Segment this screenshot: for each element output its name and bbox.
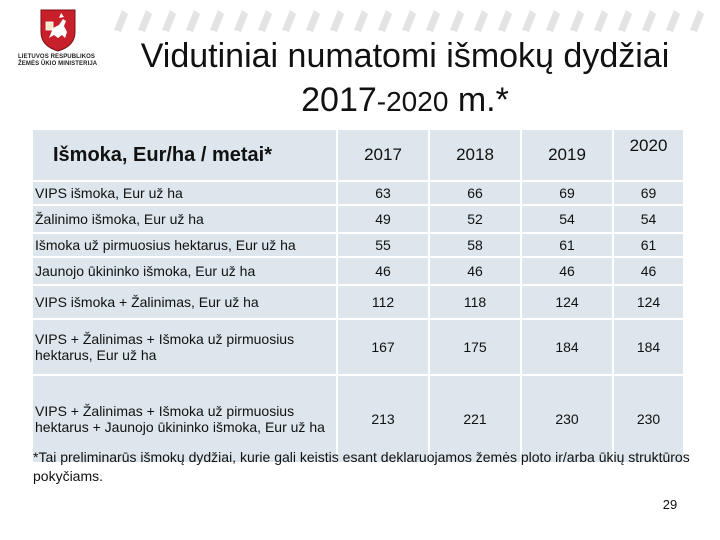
ornament-mark [378, 10, 392, 32]
ornament-mark [138, 10, 152, 32]
slide-title: Vidutiniai numatomi išmokų dydžiai 2017-… [90, 34, 720, 124]
row-value: 63 [336, 180, 430, 206]
payments-table: Išmoka, Eur/ha / metai* 2017 2018 2019 2… [31, 128, 685, 464]
table-row: VIPS išmoka, Eur už ha 63 66 69 69 [31, 180, 685, 206]
table-header-row: Išmoka, Eur/ha / metai* 2017 2018 2019 2… [31, 128, 685, 182]
row-value: 167 [336, 318, 430, 376]
row-value: 46 [336, 256, 430, 286]
decorative-ornament-band [114, 10, 704, 32]
row-label: VIPS + Žalinimas + Išmoka už pirmuosius … [31, 374, 338, 464]
row-value: 58 [428, 232, 522, 258]
table-header-year: 2018 [428, 128, 522, 182]
table-header-year: 2019 [520, 128, 614, 182]
row-value: 221 [428, 374, 522, 464]
page-number: 29 [662, 497, 678, 512]
ornament-mark [114, 10, 128, 32]
row-value: 112 [336, 284, 430, 320]
slide-title-suffix: m.* [448, 81, 509, 119]
row-value: 124 [520, 284, 614, 320]
row-value: 124 [612, 284, 685, 320]
table-row: VIPS išmoka + Žalinimas, Eur už ha 112 118… [31, 284, 685, 320]
row-value: 69 [520, 180, 614, 206]
row-value: 55 [336, 232, 430, 258]
ornament-mark [570, 10, 584, 32]
ministry-name: LIETUVOS RESPUBLIKOS ŽEMĖS ŪKIO MINISTER… [18, 54, 108, 68]
row-value: 61 [612, 232, 685, 258]
row-value: 175 [428, 318, 522, 376]
ornament-mark [234, 10, 248, 32]
table-header-year: 2017 [336, 128, 430, 182]
row-value: 54 [612, 204, 685, 234]
ornament-mark [498, 10, 512, 32]
row-value: 69 [612, 180, 685, 206]
ornament-mark [666, 10, 680, 32]
ornament-mark [594, 10, 608, 32]
ornament-mark [522, 10, 536, 32]
row-label: Išmoka už pirmuosius hektarus, Eur už ha [31, 232, 338, 258]
ministry-name-line-2: ŽEMĖS ŪKIO MINISTERIJA [18, 61, 98, 67]
footnote: *Tai preliminarūs išmokų dydžiai, kurie … [33, 449, 690, 484]
row-value: 52 [428, 204, 522, 234]
ornament-mark [618, 10, 632, 32]
ornament-mark [402, 10, 416, 32]
table-row: Jaunojo ūkininko išmoka, Eur už ha 46 46 46… [31, 256, 685, 286]
ornament-mark [426, 10, 440, 32]
row-value: 46 [612, 256, 685, 286]
row-label: VIPS + Žalinimas + Išmoka už pirmuosius … [31, 318, 338, 376]
row-value: 230 [612, 374, 685, 464]
ornament-mark [474, 10, 488, 32]
slide-title-range: -2020 [376, 86, 449, 117]
row-label: VIPS išmoka, Eur už ha [31, 180, 338, 206]
row-value: 61 [520, 232, 614, 258]
row-value: 46 [428, 256, 522, 286]
row-label: Žalinimo išmoka, Eur už ha [31, 204, 338, 234]
slide-title-year: 2017 [301, 81, 377, 119]
ornament-mark [330, 10, 344, 32]
ornament-mark [450, 10, 464, 32]
ornament-mark [210, 10, 224, 32]
ornament-mark [306, 10, 320, 32]
ornament-mark [258, 10, 272, 32]
row-label: Jaunojo ūkininko išmoka, Eur už ha [31, 256, 338, 286]
slide-title-line-1: Vidutiniai numatomi išmokų dydžiai [140, 37, 670, 75]
vytis-crest-icon [40, 9, 76, 52]
row-value: 46 [520, 256, 614, 286]
ornament-mark [186, 10, 200, 32]
row-value: 184 [520, 318, 614, 376]
ornament-mark [354, 10, 368, 32]
row-label: VIPS išmoka + Žalinimas, Eur už ha [31, 284, 338, 320]
ornament-mark [690, 10, 704, 32]
row-value: 49 [336, 204, 430, 234]
row-value: 230 [520, 374, 614, 464]
table-row: VIPS + Žalinimas + Išmoka už pirmuosius … [31, 318, 685, 376]
table-row: Žalinimo išmoka, Eur už ha 49 52 54 54 [31, 204, 685, 234]
table-header-label: Išmoka, Eur/ha / metai* [31, 128, 338, 182]
row-value: 54 [520, 204, 614, 234]
row-value: 213 [336, 374, 430, 464]
ministry-logo: LIETUVOS RESPUBLIKOS ŽEMĖS ŪKIO MINISTER… [18, 8, 104, 78]
row-value: 118 [428, 284, 522, 320]
table-row: Išmoka už pirmuosius hektarus, Eur už ha… [31, 232, 685, 258]
ornament-mark [642, 10, 656, 32]
ornament-mark [546, 10, 560, 32]
ornament-mark [162, 10, 176, 32]
ornament-mark [282, 10, 296, 32]
table-row: VIPS + Žalinimas + Išmoka už pirmuosius … [31, 374, 685, 464]
row-value: 66 [428, 180, 522, 206]
table-header-year: 2020 [612, 128, 685, 182]
ministry-name-line-1: LIETUVOS RESPUBLIKOS [18, 54, 96, 60]
slide-title-line-2: 2017-2020 m.* [90, 78, 720, 124]
row-value: 184 [612, 318, 685, 376]
